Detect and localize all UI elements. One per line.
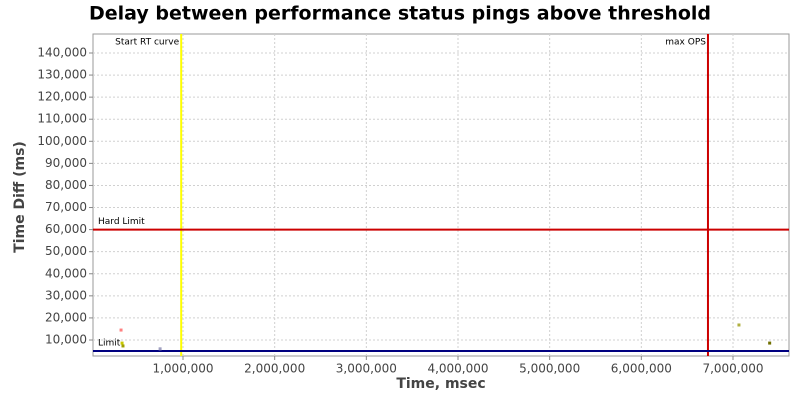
y-tick-label: 80,000 (45, 178, 87, 192)
point (737, 323, 741, 327)
point (119, 328, 123, 332)
point (768, 341, 772, 345)
y-axis-label: Time Diff (ms) (12, 141, 28, 253)
chart-title: Delay between performance status pings a… (89, 3, 711, 25)
marker-label: Start RT curve (115, 38, 179, 48)
x-tick-label: 5,000,000 (519, 362, 580, 376)
marker-label: max OPS (665, 38, 706, 48)
point (158, 347, 162, 351)
y-tick-label: 130,000 (37, 68, 87, 82)
y-tick-label: 30,000 (45, 288, 87, 302)
y-tick-label: 10,000 (45, 332, 87, 346)
plot-area (92, 33, 790, 357)
y-tick-label: 120,000 (37, 90, 87, 104)
x-tick-label: 7,000,000 (702, 362, 763, 376)
y-tick-label: 60,000 (45, 222, 87, 236)
y-tick-label: 70,000 (45, 200, 87, 214)
x-tick-label: 1,000,000 (152, 362, 213, 376)
y-tick-label: 50,000 (45, 244, 87, 258)
x-tick-label: 6,000,000 (611, 362, 672, 376)
y-tick-label: 40,000 (45, 266, 87, 280)
y-tick-label: 90,000 (45, 156, 87, 170)
y-tick-label: 100,000 (37, 134, 87, 148)
marker-label: Hard Limit (98, 217, 145, 227)
y-tick-label: 20,000 (45, 310, 87, 324)
marker-label: Limit (98, 339, 121, 349)
x-tick-label: 3,000,000 (336, 362, 397, 376)
y-tick-label: 140,000 (37, 45, 87, 59)
x-tick-label: 4,000,000 (427, 362, 488, 376)
y-tick-label: 110,000 (37, 112, 87, 126)
x-axis-label: Time, msec (396, 376, 485, 392)
x-tick-label: 2,000,000 (244, 362, 305, 376)
point (120, 341, 124, 345)
point (121, 344, 125, 348)
